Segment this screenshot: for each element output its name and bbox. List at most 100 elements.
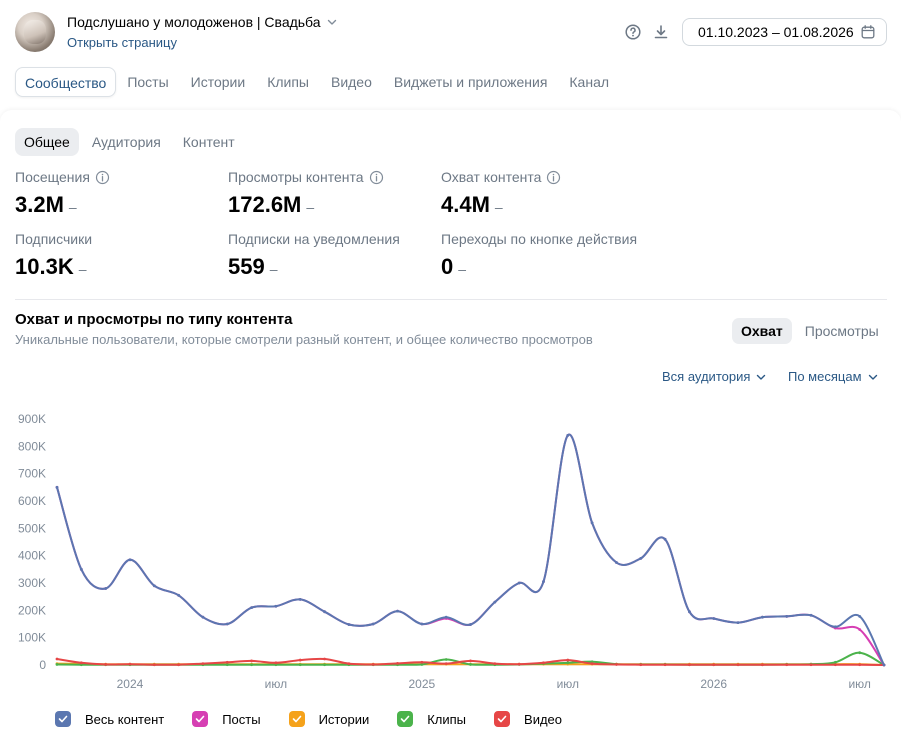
tab-video[interactable]: Видео (330, 74, 372, 90)
metric-trend: – (78, 261, 87, 277)
metric-notification-subs: Подписки на уведомления 559– (228, 231, 400, 280)
y-tick-label: 200K (18, 603, 46, 617)
data-point (736, 621, 740, 625)
legend-item-stories[interactable]: Истории (288, 711, 370, 727)
data-point (809, 663, 813, 667)
tab-channel[interactable]: Канал (569, 74, 610, 90)
data-point (542, 580, 545, 584)
sub-tabs: Общее Аудитория Контент (15, 128, 244, 156)
help-icon[interactable] (624, 23, 642, 41)
tab-posts[interactable]: Посты (127, 74, 169, 90)
data-point (469, 659, 472, 663)
open-page-link[interactable]: Открыть страницу (67, 35, 177, 50)
date-range-picker[interactable]: 01.10.2023 – 01.08.2026 (682, 18, 887, 46)
y-tick-label: 700K (18, 467, 46, 481)
data-point (420, 622, 424, 626)
legend-item-clips[interactable]: Клипы (397, 711, 466, 727)
chart-mode-switch: Охват Просмотры (732, 318, 888, 344)
y-tick-label: 900K (18, 412, 46, 426)
data-point (858, 651, 862, 655)
data-point (493, 662, 497, 666)
period-dropdown[interactable]: По месяцам (788, 369, 878, 384)
data-point (55, 657, 59, 661)
data-point (760, 663, 764, 667)
subtab-content[interactable]: Контент (182, 134, 235, 150)
data-point (858, 663, 862, 667)
data-point (79, 567, 83, 571)
chart-subtitle: Уникальные пользователи, которые смотрел… (15, 332, 593, 347)
data-point (590, 660, 594, 664)
metric-label: Просмотры контента (228, 169, 364, 185)
info-icon[interactable] (95, 170, 110, 185)
data-point (882, 663, 886, 667)
data-point (420, 663, 424, 666)
download-icon[interactable] (652, 23, 670, 41)
data-point (493, 600, 497, 604)
audience-dropdown[interactable]: Вся аудитория (662, 369, 766, 384)
metric-action-button-clicks: Переходы по кнопке действия 0– (441, 231, 637, 280)
data-point (590, 662, 594, 666)
y-tick-label: 300K (18, 576, 46, 590)
info-icon[interactable] (546, 170, 561, 185)
metric-subscribers: Подписчики 10.3K – (15, 231, 92, 280)
y-tick-label: 100K (18, 631, 46, 645)
date-range-value: 01.10.2023 – 01.08.2026 (698, 24, 854, 40)
legend-item-video[interactable]: Видео (494, 711, 562, 727)
data-point (347, 623, 351, 626)
data-point (639, 663, 643, 667)
data-point (858, 628, 862, 631)
tab-clips[interactable]: Клипы (267, 74, 309, 90)
data-point (688, 663, 691, 667)
data-point (55, 485, 59, 489)
data-point (128, 662, 132, 666)
subtab-audience[interactable]: Аудитория (91, 134, 161, 150)
y-tick-label: 0 (39, 658, 46, 672)
data-point (833, 625, 837, 629)
data-point (809, 613, 813, 617)
subtab-general[interactable]: Общее (15, 128, 79, 156)
metric-content-views: Просмотры контента 172.6M – (228, 169, 384, 218)
community-name[interactable]: Подслушано у молодоженов | Свадьба (67, 14, 337, 30)
data-point (347, 662, 351, 666)
data-point (323, 663, 326, 667)
data-point (201, 615, 205, 619)
data-point (469, 623, 472, 626)
metric-value: 559 (228, 254, 265, 279)
tab-stories[interactable]: Истории (190, 74, 246, 90)
legend-label: Истории (318, 711, 370, 727)
data-point (760, 615, 764, 619)
legend-item-posts[interactable]: Посты (192, 711, 261, 727)
info-icon[interactable] (369, 170, 384, 185)
data-point (639, 557, 643, 560)
tab-community[interactable]: Сообщество (15, 67, 117, 97)
chart-legend: Весь контент Посты Истории Клипы Видео (55, 711, 590, 727)
tab-widgets-apps[interactable]: Виджеты и приложения (393, 74, 548, 90)
data-point (444, 662, 448, 666)
x-tick-label: 2026 (700, 677, 727, 691)
period-dropdown-label: По месяцам (788, 369, 862, 384)
checkbox-icon (55, 711, 71, 727)
data-point (225, 622, 229, 626)
legend-label: Видео (524, 711, 563, 727)
data-point (225, 660, 229, 664)
metric-value: 3.2M (15, 192, 64, 217)
data-point (590, 521, 594, 525)
metric-value: 0 (441, 254, 454, 279)
metric-label: Подписчики (15, 231, 93, 247)
mode-views-button[interactable]: Просмотры (804, 323, 879, 339)
metric-label: Охват контента (441, 169, 542, 185)
data-point (79, 663, 83, 667)
data-point (79, 661, 83, 665)
chevron-down-icon (327, 19, 336, 25)
data-point (201, 662, 205, 666)
data-point (298, 598, 302, 601)
data-point (615, 561, 618, 564)
data-point (250, 659, 253, 663)
data-point (566, 661, 570, 665)
mode-reach-button[interactable]: Охват (732, 318, 792, 344)
legend-item-all-content[interactable]: Весь контент (55, 711, 164, 727)
legend-label: Посты (222, 711, 261, 727)
community-avatar[interactable] (15, 12, 55, 52)
data-point (517, 581, 521, 585)
metric-trend: – (68, 199, 77, 215)
